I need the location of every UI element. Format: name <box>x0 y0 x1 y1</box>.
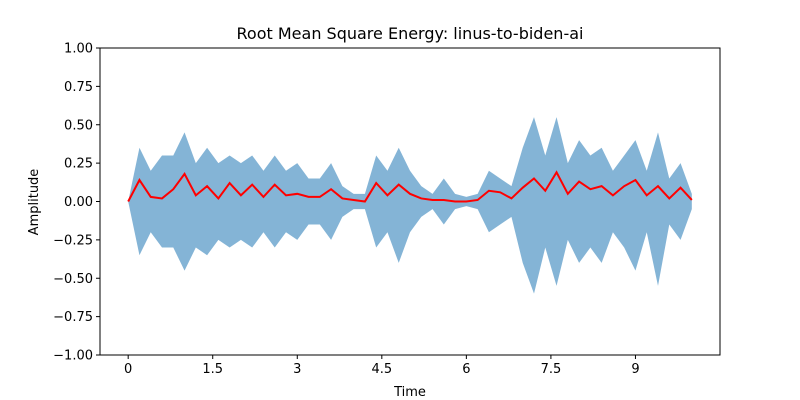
x-tick-label: 4.5 <box>371 362 392 377</box>
y-tick-label: 0.25 <box>64 157 93 172</box>
y-tick-label: −0.25 <box>53 233 93 248</box>
y-tick-label: −0.50 <box>53 272 93 287</box>
plot-frame <box>99 47 721 356</box>
y-tick-label: −0.75 <box>53 310 93 325</box>
rms-line <box>127 170 693 203</box>
y-tick-label: 0.00 <box>64 195 93 210</box>
chart-title: Root Mean Square Energy: linus-to-biden-… <box>237 24 584 43</box>
y-tick-label: −1.00 <box>53 349 93 364</box>
x-tick-label: 7.5 <box>541 362 562 377</box>
x-tick-label: 9 <box>631 362 639 377</box>
y-tick-label: 1.00 <box>64 42 93 57</box>
x-tick-label: 1.5 <box>202 362 223 377</box>
waveform-upper <box>128 117 692 202</box>
y-tick-label: 0.75 <box>64 80 93 95</box>
x-tick-label: 6 <box>462 362 470 377</box>
x-tick-label: 3 <box>293 362 301 377</box>
x-axis-label: Time <box>393 385 426 400</box>
waveform-lower <box>128 201 692 294</box>
x-tick-label: 0 <box>124 362 132 377</box>
y-tick-label: 0.50 <box>64 118 93 133</box>
y-axis-label: Amplitude <box>27 169 42 236</box>
